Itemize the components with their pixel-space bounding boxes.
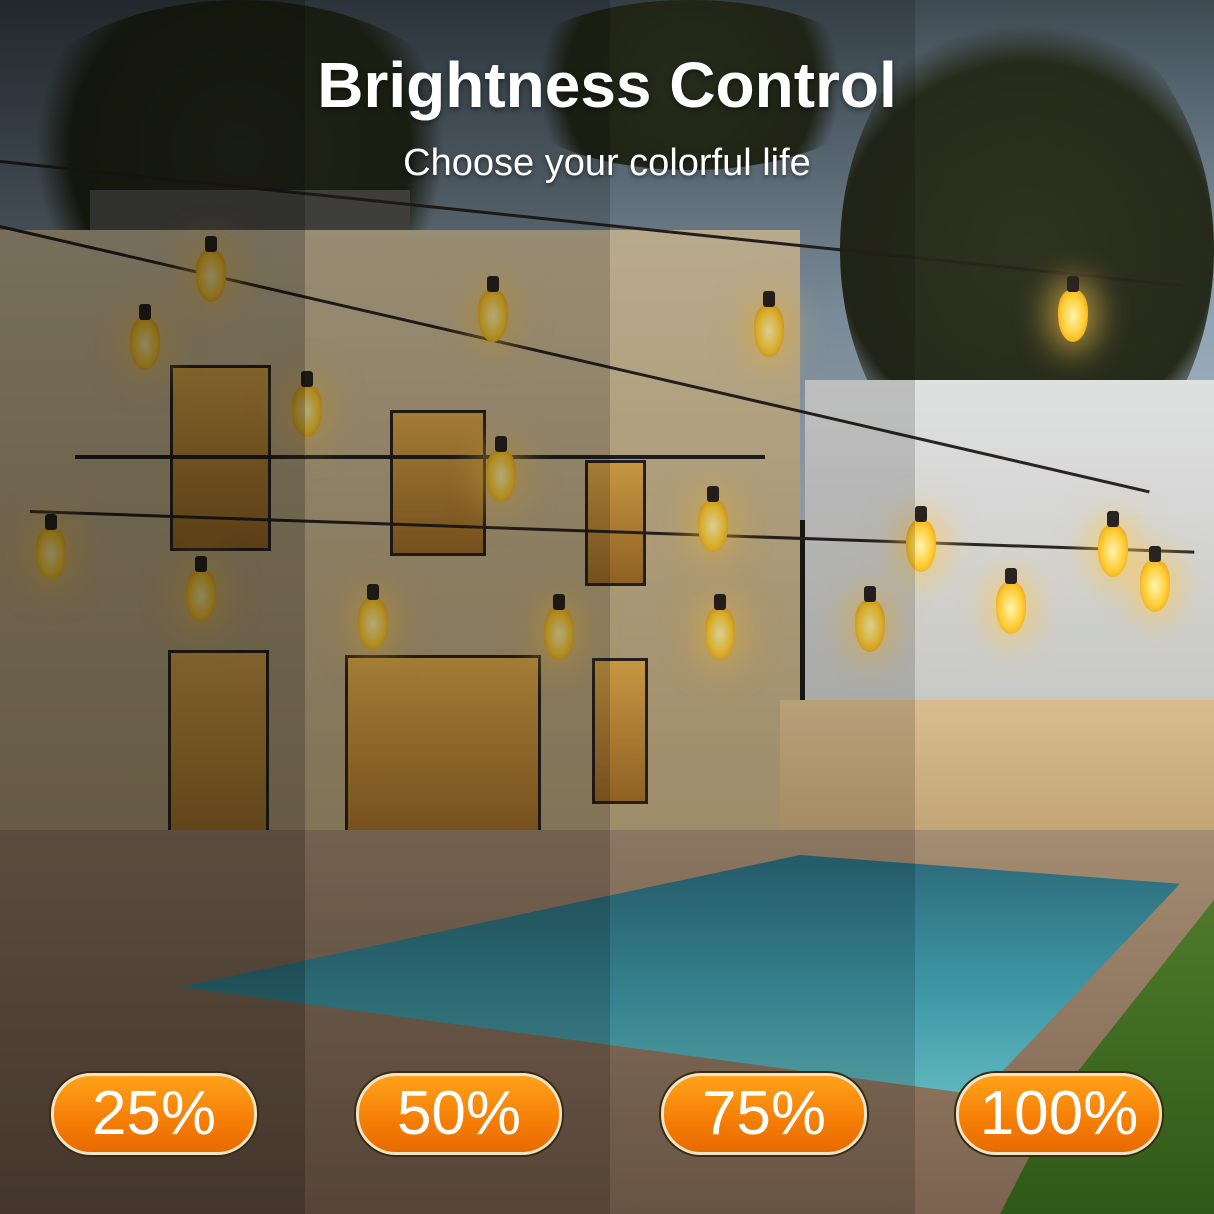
brightness-badge-100: 100% [956, 1073, 1162, 1155]
bulb [1140, 546, 1170, 612]
bulb [698, 486, 728, 552]
bulb [130, 304, 160, 370]
bulb [186, 556, 216, 622]
brightness-badge-50: 50% [356, 1073, 562, 1155]
bulb [754, 291, 784, 357]
bulb [1058, 276, 1088, 342]
bulb [486, 436, 516, 502]
bulb [1098, 511, 1128, 577]
door [592, 658, 648, 804]
garden-wall [780, 700, 1214, 830]
bulb [544, 594, 574, 660]
bulb [705, 594, 735, 660]
balcony-rail [75, 455, 765, 459]
page-title: Brightness Control [317, 49, 897, 121]
bulb [292, 371, 322, 437]
bulb [906, 506, 936, 572]
bulb [996, 568, 1026, 634]
brightness-badge-75: 75% [661, 1073, 867, 1155]
window [390, 410, 486, 556]
bulb [855, 586, 885, 652]
brightness-overlay-50 [305, 0, 610, 1214]
bulb [196, 236, 226, 302]
brightness-overlay-75 [610, 0, 915, 1214]
bulb [478, 276, 508, 342]
brightness-badge-25: 25% [51, 1073, 257, 1155]
tree [500, 0, 880, 170]
door [345, 655, 541, 841]
bulb [36, 514, 66, 580]
bulb [358, 584, 388, 650]
page-subtitle: Choose your colorful life [403, 142, 811, 184]
window [585, 460, 646, 586]
brightness-overlay-25 [0, 0, 305, 1214]
